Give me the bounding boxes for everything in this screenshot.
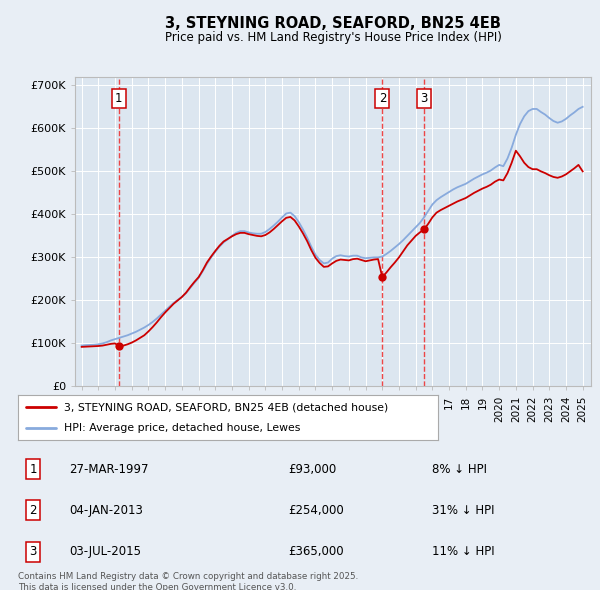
Text: £254,000: £254,000 bbox=[288, 504, 344, 517]
Text: 3: 3 bbox=[29, 545, 37, 558]
Text: 04-JAN-2013: 04-JAN-2013 bbox=[69, 504, 143, 517]
Text: 2: 2 bbox=[29, 504, 37, 517]
Text: 03-JUL-2015: 03-JUL-2015 bbox=[69, 545, 141, 558]
Text: HPI: Average price, detached house, Lewes: HPI: Average price, detached house, Lewe… bbox=[64, 422, 301, 432]
Text: 11% ↓ HPI: 11% ↓ HPI bbox=[432, 545, 494, 558]
Text: £365,000: £365,000 bbox=[288, 545, 344, 558]
Text: 27-MAR-1997: 27-MAR-1997 bbox=[69, 463, 149, 476]
Text: 3, STEYNING ROAD, SEAFORD, BN25 4EB: 3, STEYNING ROAD, SEAFORD, BN25 4EB bbox=[165, 16, 501, 31]
Text: Contains HM Land Registry data © Crown copyright and database right 2025.
This d: Contains HM Land Registry data © Crown c… bbox=[18, 572, 358, 590]
Text: 2: 2 bbox=[379, 92, 386, 105]
Text: Price paid vs. HM Land Registry's House Price Index (HPI): Price paid vs. HM Land Registry's House … bbox=[164, 31, 502, 44]
Text: 1: 1 bbox=[115, 92, 122, 105]
Text: 3: 3 bbox=[421, 92, 428, 105]
Text: 3, STEYNING ROAD, SEAFORD, BN25 4EB (detached house): 3, STEYNING ROAD, SEAFORD, BN25 4EB (det… bbox=[64, 402, 388, 412]
Text: 1: 1 bbox=[29, 463, 37, 476]
Text: 31% ↓ HPI: 31% ↓ HPI bbox=[432, 504, 494, 517]
Text: 8% ↓ HPI: 8% ↓ HPI bbox=[432, 463, 487, 476]
Text: £93,000: £93,000 bbox=[288, 463, 336, 476]
